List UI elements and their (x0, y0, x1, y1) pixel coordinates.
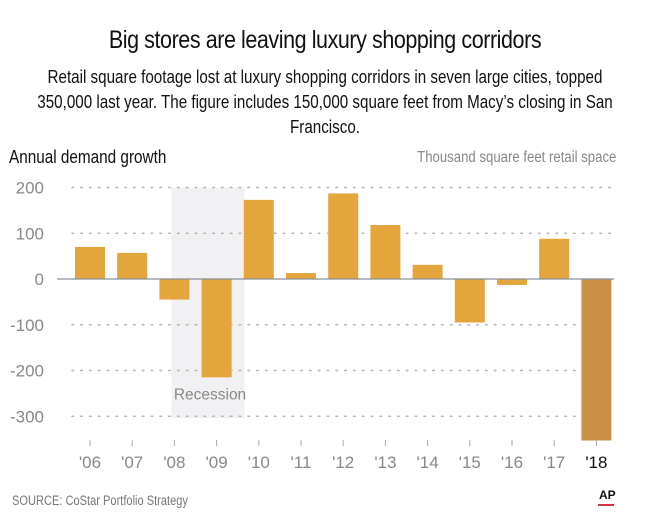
chart-subtitle: Retail square footage lost at luxury sho… (37, 66, 613, 137)
bar-10 (243, 199, 274, 279)
y-tick-label: 0 (35, 270, 44, 289)
units-label: Thousand square feet retail space (416, 149, 616, 166)
x-tick-label: '10 (248, 453, 270, 472)
y-tick-label: -300 (10, 407, 44, 426)
x-tick-label: '14 (417, 453, 439, 472)
x-axis-ticks: '06 '07 '08 '09 '10 '11 '12 '13 '14 '15 '16 '17 '18 (79, 440, 607, 472)
y-tick-label: -100 (10, 316, 44, 335)
bar-18 (581, 279, 612, 441)
y-axis-ticks: 200 100 0 -100 -200 -300 (10, 179, 44, 427)
bars (75, 193, 612, 441)
x-tick-label: '17 (543, 453, 565, 472)
bar-15 (454, 279, 485, 323)
x-tick-label: '13 (374, 453, 396, 472)
bar-09 (201, 279, 232, 378)
x-tick-label: '11 (291, 453, 312, 472)
y-axis-label: Annual demand growth (9, 147, 167, 167)
bar-12 (328, 193, 359, 279)
x-tick-label: '08 (163, 453, 185, 472)
y-tick-label: -200 (10, 362, 44, 381)
x-tick-label: '15 (459, 453, 481, 472)
y-tick-label: 200 (16, 179, 44, 198)
source-note: SOURCE: CoStar Portfolio Strategy (12, 493, 188, 508)
x-tick-label: '16 (501, 453, 523, 472)
ap-logo-underline (598, 504, 614, 506)
bar-13 (370, 225, 401, 279)
chart-title: Big stores are leaving luxury shopping c… (108, 26, 542, 54)
bar-17 (539, 238, 570, 279)
x-tick-label: '09 (206, 453, 228, 472)
x-tick-label: '07 (121, 453, 143, 472)
x-tick-label: '18 (585, 453, 607, 472)
bar-11 (286, 273, 316, 279)
bar-07 (117, 252, 148, 279)
recession-label: Recession (174, 386, 246, 403)
x-tick-label: '12 (332, 453, 354, 472)
bar-14 (412, 264, 443, 279)
bar-16 (497, 279, 527, 285)
ap-logo: AP (599, 488, 616, 502)
y-tick-label: 100 (16, 224, 44, 243)
bar-08 (159, 279, 190, 300)
x-tick-label: '06 (79, 453, 101, 472)
bar-06 (75, 246, 105, 279)
